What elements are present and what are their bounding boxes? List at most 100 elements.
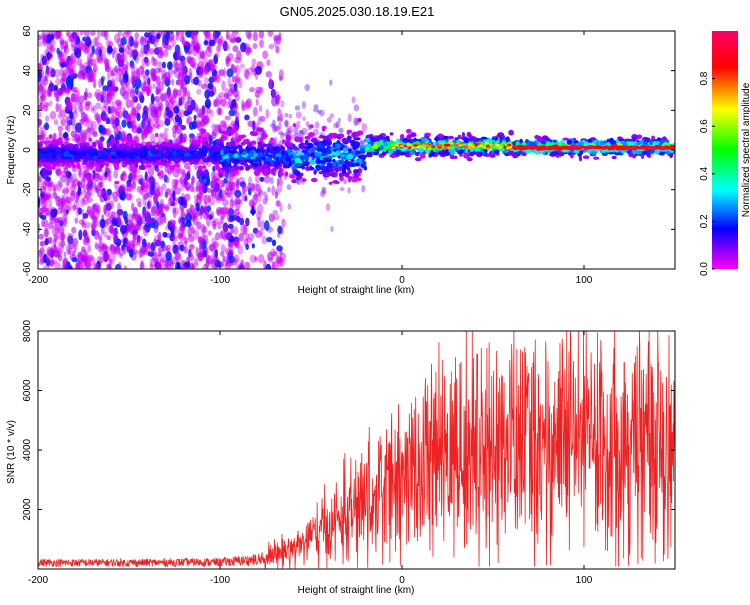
heatmap-cell: [70, 183, 77, 193]
heatmap-cell: [94, 37, 98, 48]
heatmap-cell: [38, 62, 42, 69]
heatmap-cell: [172, 206, 177, 214]
heatmap-cell: [186, 157, 190, 162]
heatmap-cell: [229, 199, 234, 210]
heatmap-cell: [147, 218, 154, 224]
heatmap-cell: [93, 91, 100, 98]
heatmap-cell: [42, 265, 50, 269]
heatmap-cell: [106, 235, 111, 241]
heatmap-cell: [180, 170, 186, 177]
heatmap-cell: [223, 177, 228, 184]
heatmap-cell: [199, 67, 204, 78]
heatmap-cell: [140, 64, 145, 70]
heatmap-cell: [265, 71, 272, 78]
heatmap-cell: [71, 257, 78, 263]
heatmap-cell: [389, 132, 394, 136]
heatmap-cell: [165, 90, 170, 99]
heatmap-cell: [238, 262, 244, 269]
heatmap-cell: [207, 43, 212, 53]
heatmap-cell: [101, 244, 108, 250]
heatmap-cell: [338, 159, 345, 166]
heatmap-cell: [64, 40, 69, 50]
heatmap-cell: [235, 138, 242, 143]
heatmap-cell: [58, 182, 63, 188]
heatmap-cell: [78, 95, 85, 105]
heatmap-cell: [111, 217, 118, 227]
heatmap-cell: [284, 171, 289, 177]
heatmap-cell: [268, 43, 275, 50]
heatmap-cell: [96, 117, 101, 125]
heatmap-cell: [321, 125, 327, 130]
heatmap-cell: [176, 31, 181, 37]
heatmap-cell: [332, 162, 337, 166]
heatmap-cell: [77, 251, 82, 257]
heatmap-cell: [162, 49, 169, 57]
heatmap-cell: [96, 31, 101, 40]
heatmap-cell: [203, 40, 209, 46]
heatmap-cell: [56, 155, 63, 162]
heatmap-cell: [85, 36, 91, 44]
heatmap-cell: [181, 60, 186, 68]
heatmap-cell: [74, 48, 82, 59]
heatmap-cell: [351, 178, 358, 183]
heatmap-cell: [207, 82, 214, 90]
heatmap-cell: [133, 55, 137, 61]
heatmap-cell: [67, 162, 72, 169]
heatmap-cell: [195, 119, 201, 129]
heatmap-cell: [275, 45, 280, 54]
heatmap-cell: [152, 83, 157, 89]
heatmap-cell: [53, 84, 58, 91]
heatmap-cell: [346, 129, 353, 134]
heatmap-cell: [140, 154, 147, 159]
heatmap-cell: [125, 240, 132, 250]
heatmap-cell: [123, 91, 131, 100]
heatmap-cell: [346, 155, 354, 160]
heatmap-cell: [206, 43, 210, 52]
heatmap-cell: [60, 118, 66, 126]
heatmap-cell: [223, 149, 229, 155]
heatmap-cell: [279, 185, 283, 193]
heatmap-cell: [262, 50, 268, 59]
heatmap-cell: [72, 86, 79, 93]
heatmap-cell: [139, 36, 147, 46]
heatmap-cell: [285, 152, 289, 158]
heatmap-cell: [133, 41, 139, 49]
heatmap-cell: [287, 142, 294, 148]
heatmap-cell: [109, 244, 116, 255]
heatmap-cell: [177, 49, 182, 60]
heatmap-cell: [155, 75, 161, 86]
heatmap-cell: [80, 108, 85, 116]
heatmap-cell: [231, 76, 235, 83]
heatmap-cell: [56, 180, 62, 192]
heatmap-cell: [80, 249, 87, 257]
heatmap-cell: [144, 45, 151, 57]
heatmap-cell: [115, 53, 122, 64]
heatmap-cell: [174, 187, 181, 195]
heatmap-cell: [147, 198, 153, 210]
heatmap-cell: [276, 232, 281, 238]
heatmap-cell: [69, 190, 76, 202]
heatmap-cell: [157, 251, 162, 257]
heatmap-cell: [157, 210, 164, 218]
heatmap-cell: [170, 31, 174, 36]
heatmap-cell: [58, 130, 63, 139]
heatmap-cell: [156, 33, 161, 40]
heatmap-cell: [54, 140, 60, 147]
heatmap-cell: [617, 136, 623, 140]
heatmap-cell: [282, 139, 286, 144]
heatmap-cell: [61, 52, 67, 61]
heatmap-cell: [67, 232, 71, 243]
heatmap-cell: [321, 189, 327, 195]
heatmap-cell: [57, 227, 65, 234]
heatmap-cell: [156, 46, 163, 52]
heatmap-cell: [83, 31, 90, 37]
heatmap-cell: [65, 159, 72, 163]
heatmap-cell: [354, 137, 361, 141]
heatmap-cell: [61, 58, 66, 64]
heatmap-cell: [83, 169, 90, 180]
heatmap-cell: [362, 160, 367, 167]
heatmap-cell: [102, 89, 107, 99]
heatmap-cell: [48, 134, 53, 140]
heatmap-cell: [45, 251, 51, 260]
heatmap-cell: [163, 204, 170, 210]
